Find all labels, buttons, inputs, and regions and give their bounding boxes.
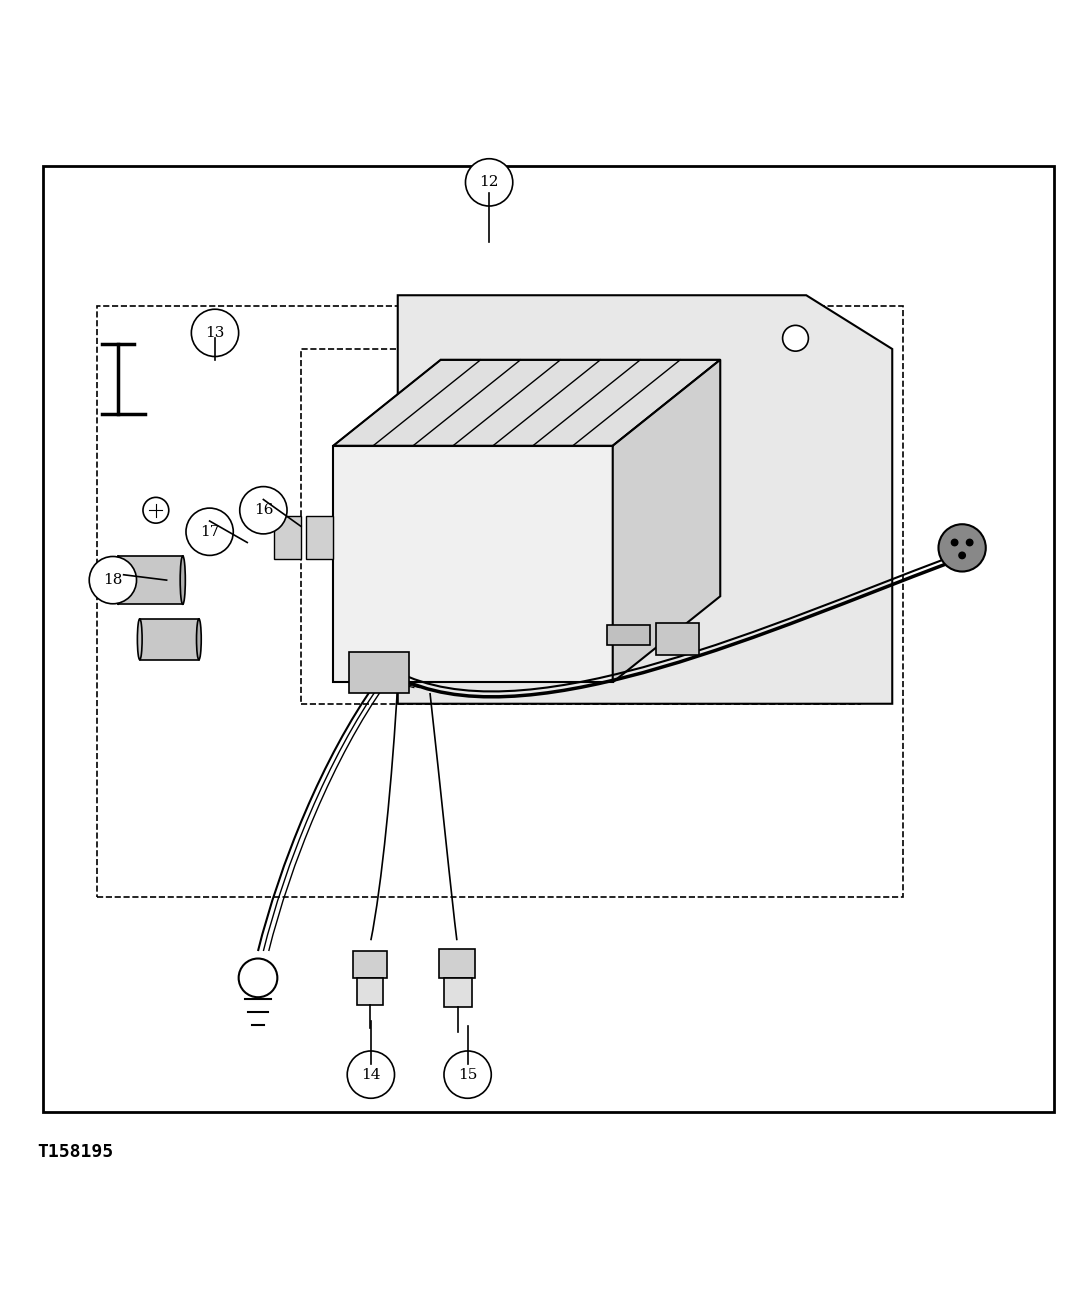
Text: 12: 12 xyxy=(479,176,499,190)
Circle shape xyxy=(186,508,233,555)
Text: 15: 15 xyxy=(458,1067,477,1082)
Polygon shape xyxy=(613,360,720,682)
Text: 17: 17 xyxy=(200,525,219,538)
Circle shape xyxy=(347,1050,395,1098)
Circle shape xyxy=(966,540,973,546)
Circle shape xyxy=(959,552,965,559)
Ellipse shape xyxy=(138,619,142,659)
Polygon shape xyxy=(333,360,720,446)
Bar xyxy=(306,516,333,559)
Bar xyxy=(97,306,903,897)
Bar xyxy=(43,166,1054,1113)
Bar xyxy=(607,625,650,645)
Circle shape xyxy=(938,524,986,572)
Circle shape xyxy=(444,1050,491,1098)
Bar xyxy=(118,556,183,604)
Circle shape xyxy=(465,159,513,205)
Circle shape xyxy=(89,556,137,603)
Bar xyxy=(357,978,383,1005)
Circle shape xyxy=(143,498,169,523)
Polygon shape xyxy=(398,295,892,703)
Bar xyxy=(444,978,472,1008)
Circle shape xyxy=(240,486,287,534)
Bar xyxy=(140,619,199,659)
Circle shape xyxy=(191,309,239,356)
Text: 13: 13 xyxy=(205,326,225,339)
Text: 14: 14 xyxy=(361,1067,381,1082)
Polygon shape xyxy=(333,446,613,682)
Bar xyxy=(353,952,387,978)
Text: T158195: T158195 xyxy=(38,1143,114,1161)
Ellipse shape xyxy=(116,556,120,604)
Circle shape xyxy=(951,540,958,546)
Circle shape xyxy=(783,325,808,351)
Text: 16: 16 xyxy=(254,503,273,517)
Bar xyxy=(349,653,408,693)
Bar xyxy=(439,949,475,978)
Bar xyxy=(301,348,860,703)
Text: 18: 18 xyxy=(103,573,123,588)
Bar xyxy=(274,516,301,559)
Circle shape xyxy=(239,958,277,997)
Bar xyxy=(656,623,699,655)
Ellipse shape xyxy=(197,619,201,659)
Ellipse shape xyxy=(181,556,185,604)
